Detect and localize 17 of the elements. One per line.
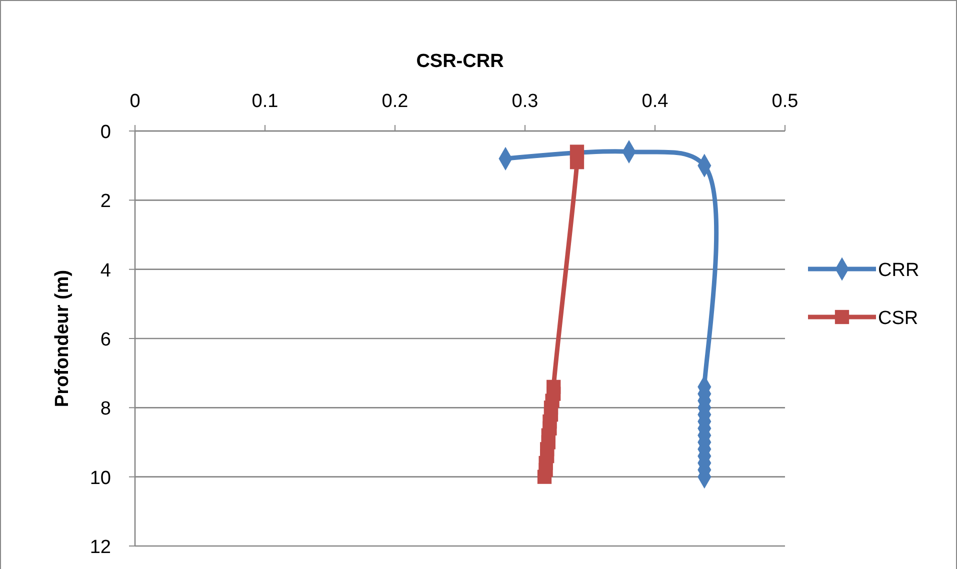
x-tick-label: 0: [130, 91, 140, 112]
y-tick-label: 4: [100, 260, 112, 282]
y-axis-title: Profondeur (m): [52, 270, 73, 408]
y-tick-label: 0: [100, 122, 111, 143]
x-tick-label: 0.2: [382, 91, 408, 112]
legend-label: CRR: [878, 260, 920, 281]
x-tick-label: 0.1: [252, 91, 278, 112]
y-tick-label: 2: [100, 191, 111, 212]
y-tick-label: 10: [90, 468, 111, 489]
y-tick-label: 6: [100, 330, 111, 350]
x-tick-label: 0.4: [642, 91, 669, 112]
x-tick-label: 0.5: [772, 91, 798, 112]
x-tick-label: 0.3: [512, 91, 538, 112]
y-tick-label: 8: [100, 398, 111, 420]
x-axis-title: CSR-CRR: [416, 51, 504, 72]
legend-label: CSR: [878, 308, 918, 329]
y-tick-label: 12: [90, 537, 111, 558]
